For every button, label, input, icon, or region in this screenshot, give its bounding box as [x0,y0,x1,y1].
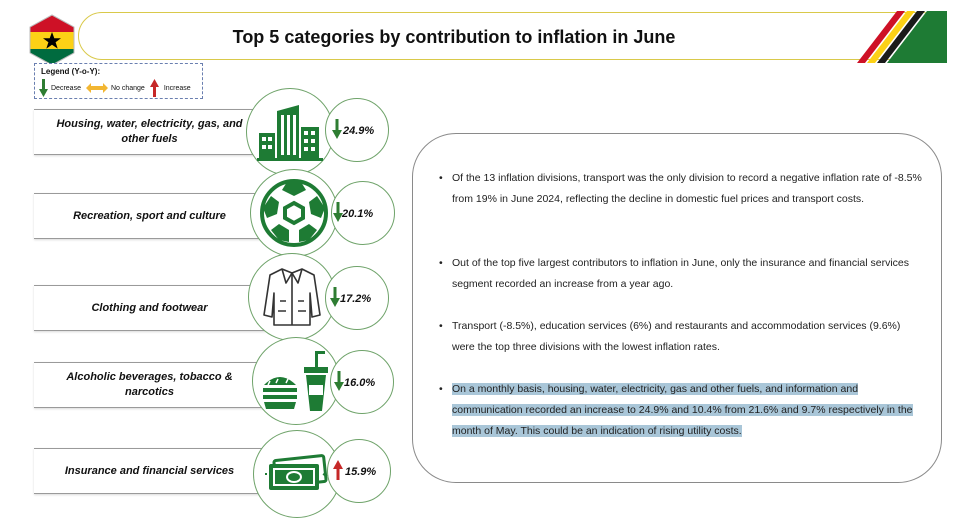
notes-panel: • Of the 13 inflation divisions, transpo… [412,133,942,483]
category-icon-circle [246,88,334,176]
highlighted-note-text: On a monthly basis, housing, water, elec… [452,383,913,437]
up-arrow-icon [149,79,159,97]
legend-title: Legend (Y-o-Y): [41,67,101,76]
money-icon [265,454,328,490]
football-icon [260,179,328,247]
note-bullet: • Of the 13 inflation divisions, transpo… [439,168,925,210]
bullet-dot-icon: • [439,383,443,395]
value-circle: 24.9% [325,98,389,162]
category-insurance: Insurance and financial services [34,448,266,494]
burger-drink-icon [263,351,328,411]
bullet-dot-icon: • [439,257,443,269]
legend-no-change-label: No change [110,84,145,92]
legend-increase-label: Increase [163,84,191,92]
category-clothing: Clothing and footwear [34,285,266,331]
category-icon-circle [253,430,341,518]
category-alcoholic-beverages: Alcoholic beverages, tobacco & narcotics [34,362,266,408]
value-circle: 15.9% [327,439,391,503]
legend: Legend (Y-o-Y): Decrease No change Incre… [34,63,203,99]
down-arrow-icon [333,202,343,222]
category-icon-circle [248,253,336,341]
page-title: Top 5 categories by contribution to infl… [232,26,676,47]
category-value: 17.2% [340,293,372,305]
category-value: 15.9% [345,466,377,478]
flag-stripes-decoration [857,11,947,63]
legend-decrease-label: Decrease [51,84,81,92]
bullet-dot-icon: • [439,172,443,184]
note-text: Transport (-8.5%), education services (6… [452,320,901,353]
note-bullet: • On a monthly basis, housing, water, el… [439,379,925,442]
jacket-icon [263,268,321,326]
value-circle: 17.2% [325,266,389,330]
category-value: 16.0% [344,377,376,389]
bullet-dot-icon: • [439,320,443,332]
ghana-flag-icon [29,14,75,66]
category-value: 20.1% [342,208,374,220]
down-arrow-icon [332,119,342,139]
note-bullet: • Out of the top five largest contributo… [439,253,925,295]
down-arrow-icon [330,287,340,307]
down-arrow-icon [39,79,48,97]
note-bullet: • Transport (-8.5%), education services … [439,316,925,358]
category-recreation: Recreation, sport and culture [34,193,266,239]
double-arrow-icon [85,83,108,93]
title-banner: Top 5 categories by contribution to infl… [78,11,947,63]
note-text: Out of the top five largest contributors… [452,257,910,290]
note-text: Of the 13 inflation divisions, transport… [452,172,922,205]
value-circle: 20.1% [331,181,395,245]
category-icon-circle [250,169,338,257]
category-housing: Housing, water, electricity, gas, and ot… [34,109,266,155]
category-value: 24.9% [343,125,375,137]
buildings-icon [257,105,323,161]
value-circle: 16.0% [330,350,394,414]
down-arrow-icon [334,371,344,391]
category-icon-circle [252,337,340,425]
up-arrow-icon [333,460,343,480]
